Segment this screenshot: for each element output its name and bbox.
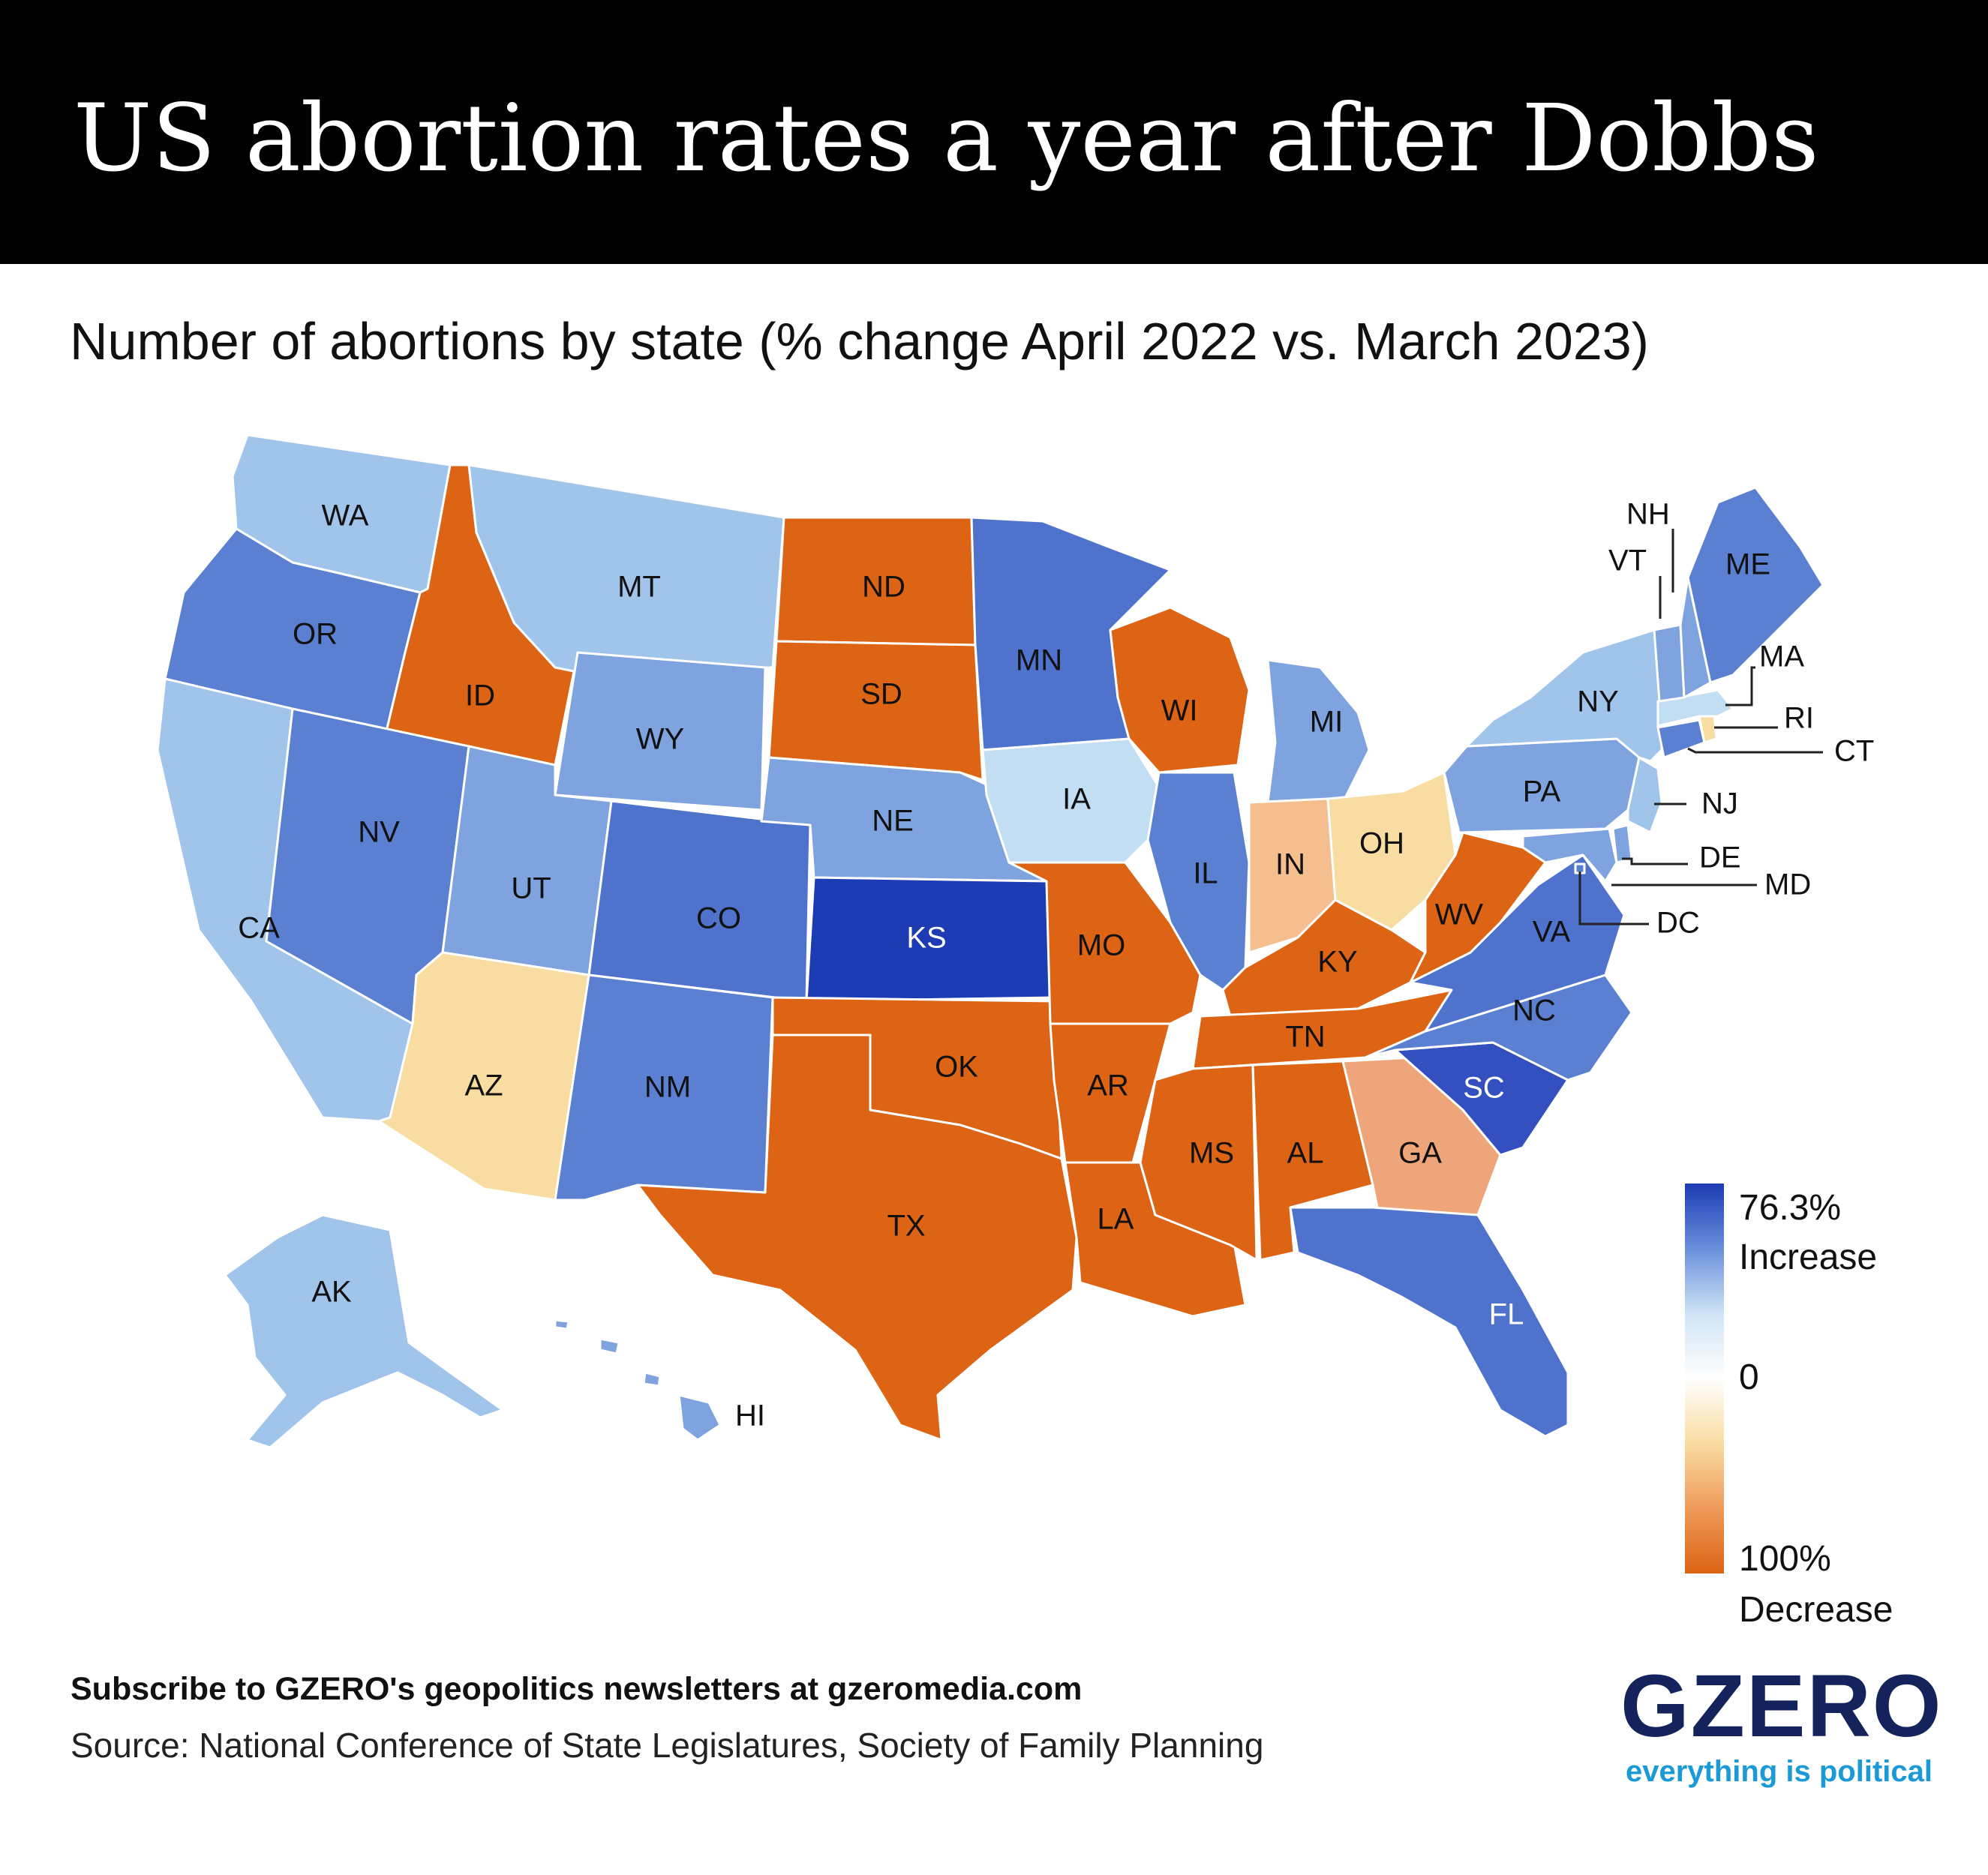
label-NE: NE xyxy=(872,805,914,838)
label-FL: FL xyxy=(1489,1298,1524,1331)
gzero-logo: GZERO xyxy=(1620,1657,1943,1756)
state-MD xyxy=(1521,827,1618,883)
label-AZ: AZ xyxy=(464,1070,503,1102)
legend-mid-value: 0 xyxy=(1739,1358,1759,1397)
state-HI xyxy=(554,1318,722,1442)
label-IA: IA xyxy=(1062,783,1091,816)
label-PA: PA xyxy=(1523,776,1561,808)
subscribe-text: Subscribe to GZERO's geopolitics newslet… xyxy=(71,1671,1083,1707)
label-KS: KS xyxy=(906,922,946,955)
state-MO xyxy=(1008,861,1202,1025)
label-OK: OK xyxy=(935,1051,978,1084)
label-VT: VT xyxy=(1608,544,1647,578)
label-TN: TN xyxy=(1285,1021,1325,1054)
label-MN: MN xyxy=(1016,644,1062,677)
label-WI: WI xyxy=(1161,694,1198,728)
label-NH: NH xyxy=(1626,498,1670,531)
label-NY: NY xyxy=(1577,686,1619,718)
label-CA: CA xyxy=(238,912,280,945)
label-NM: NM xyxy=(644,1071,691,1104)
label-DE: DE xyxy=(1699,842,1741,874)
header-bar: US abortion rates a year after Dobbs xyxy=(0,0,1988,264)
label-AR: AR xyxy=(1087,1070,1129,1102)
legend-top-value: 76.3% xyxy=(1739,1188,1842,1228)
state-SD xyxy=(767,640,984,782)
label-WY: WY xyxy=(636,723,684,756)
label-AK: AK xyxy=(311,1276,352,1309)
label-MI: MI xyxy=(1310,706,1343,739)
label-WA: WA xyxy=(322,500,369,532)
label-SC: SC xyxy=(1463,1072,1505,1105)
label-MD: MD xyxy=(1764,868,1811,902)
label-NV: NV xyxy=(358,816,400,849)
gzero-tagline: everything is political xyxy=(1626,1755,1933,1788)
label-GA: GA xyxy=(1398,1137,1442,1170)
label-ID: ID xyxy=(465,680,495,712)
label-NJ: NJ xyxy=(1701,788,1738,820)
state-FL xyxy=(1289,1206,1569,1438)
label-MS: MS xyxy=(1189,1137,1234,1170)
state-NY xyxy=(1465,628,1663,763)
state-CO xyxy=(587,800,812,1003)
label-OR: OR xyxy=(293,618,338,651)
label-MO: MO xyxy=(1077,929,1125,962)
label-KY: KY xyxy=(1317,946,1357,979)
label-HI: HI xyxy=(735,1400,765,1432)
state-VT xyxy=(1653,623,1686,703)
label-AL: AL xyxy=(1287,1137,1324,1170)
map-subtitle: Number of abortions by state (% change A… xyxy=(70,312,1649,370)
label-ME: ME xyxy=(1725,548,1770,581)
legend-color-bar xyxy=(1685,1184,1724,1574)
label-UT: UT xyxy=(511,872,551,905)
label-OH: OH xyxy=(1359,827,1404,860)
state-AK xyxy=(224,1214,504,1449)
label-CT: CT xyxy=(1834,735,1874,768)
state-DC xyxy=(1574,862,1586,874)
state-NJ xyxy=(1626,756,1663,834)
label-MT: MT xyxy=(617,571,661,604)
label-ND: ND xyxy=(862,571,905,604)
label-CO: CO xyxy=(696,902,741,935)
label-RI: RI xyxy=(1784,702,1814,735)
label-IN: IN xyxy=(1275,848,1305,881)
label-LA: LA xyxy=(1098,1203,1134,1236)
state-ME xyxy=(1686,486,1824,684)
label-WV: WV xyxy=(1435,898,1484,932)
source-text: Source: National Conference of State Leg… xyxy=(71,1726,1264,1765)
state-WI xyxy=(1109,606,1251,774)
label-VA: VA xyxy=(1533,916,1571,949)
legend-top-label: Increase xyxy=(1739,1238,1878,1277)
page-title: US abortion rates a year after Dobbs xyxy=(74,85,1819,193)
state-TX xyxy=(636,1034,1078,1442)
label-TX: TX xyxy=(887,1210,925,1243)
state-WV xyxy=(1409,831,1547,984)
label-NC: NC xyxy=(1512,994,1556,1028)
state-MI xyxy=(1266,658,1371,804)
label-IL: IL xyxy=(1193,857,1218,890)
legend-bottom-label: Decrease xyxy=(1739,1590,1893,1630)
label-DC: DC xyxy=(1656,907,1700,940)
label-SD: SD xyxy=(860,678,902,711)
legend-bottom-value: 100% xyxy=(1739,1539,1831,1579)
state-WY xyxy=(554,651,767,812)
state-IA xyxy=(981,737,1161,864)
label-MA: MA xyxy=(1759,640,1804,674)
